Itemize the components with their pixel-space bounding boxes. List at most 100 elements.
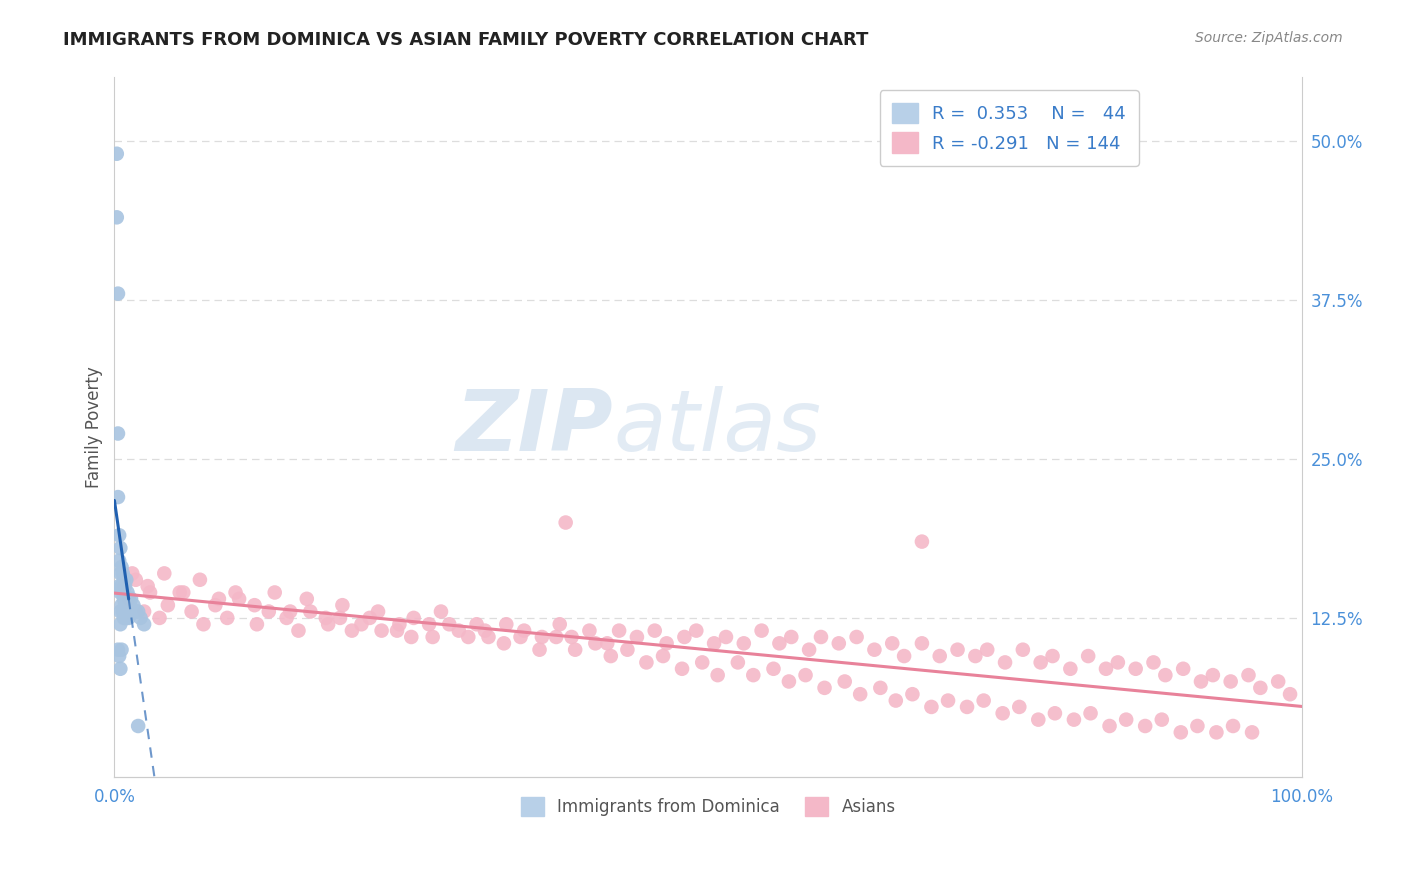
Point <box>673 630 696 644</box>
Point <box>115 591 138 606</box>
Point <box>430 605 453 619</box>
Point <box>863 642 886 657</box>
Point <box>1219 674 1241 689</box>
Point <box>457 630 479 644</box>
Point <box>121 605 143 619</box>
Point <box>607 624 630 638</box>
Point <box>703 636 725 650</box>
Point <box>111 566 134 581</box>
Point <box>278 605 301 619</box>
Point <box>1267 674 1289 689</box>
Point <box>257 605 280 619</box>
Point <box>388 617 411 632</box>
Point <box>204 598 226 612</box>
Point <box>153 566 176 581</box>
Point <box>1173 662 1195 676</box>
Point <box>295 591 318 606</box>
Point <box>127 719 149 733</box>
Point <box>110 642 132 657</box>
Point <box>1008 700 1031 714</box>
Point <box>156 598 179 612</box>
Point <box>105 146 128 161</box>
Point <box>671 662 693 676</box>
Point <box>418 617 440 632</box>
Point <box>107 426 129 441</box>
Point <box>994 656 1017 670</box>
Point <box>810 630 832 644</box>
Point <box>132 617 155 632</box>
Point <box>762 662 785 676</box>
Point <box>340 624 363 638</box>
Point <box>965 648 987 663</box>
Point <box>385 624 408 638</box>
Point <box>188 573 211 587</box>
Point <box>316 617 339 632</box>
Point <box>112 579 135 593</box>
Point <box>370 624 392 638</box>
Point <box>529 642 551 657</box>
Point <box>439 617 461 632</box>
Point <box>125 605 148 619</box>
Point <box>1077 648 1099 663</box>
Point <box>108 648 131 663</box>
Point <box>1189 674 1212 689</box>
Point <box>329 611 352 625</box>
Point <box>884 693 907 707</box>
Point <box>287 624 309 638</box>
Point <box>564 642 586 657</box>
Point <box>1249 681 1271 695</box>
Point <box>112 591 135 606</box>
Point <box>1107 656 1129 670</box>
Point <box>105 211 128 225</box>
Point <box>768 636 790 650</box>
Point <box>492 636 515 650</box>
Point <box>115 573 138 587</box>
Point <box>1063 713 1085 727</box>
Point <box>1011 642 1033 657</box>
Point <box>845 630 868 644</box>
Text: ZIP: ZIP <box>456 385 613 468</box>
Point <box>976 642 998 657</box>
Point <box>778 674 800 689</box>
Point <box>554 516 576 530</box>
Point <box>1154 668 1177 682</box>
Point <box>1237 668 1260 682</box>
Point <box>636 656 658 670</box>
Point <box>350 617 373 632</box>
Text: Source: ZipAtlas.com: Source: ZipAtlas.com <box>1195 31 1343 45</box>
Point <box>1133 719 1156 733</box>
Point <box>111 585 134 599</box>
Point <box>928 648 950 663</box>
Point <box>299 605 322 619</box>
Point <box>243 598 266 612</box>
Point <box>118 611 141 625</box>
Point <box>117 585 139 599</box>
Point <box>422 630 444 644</box>
Point <box>742 668 765 682</box>
Point <box>714 630 737 644</box>
Point <box>578 624 600 638</box>
Point <box>1080 706 1102 721</box>
Point <box>828 636 851 650</box>
Point <box>901 687 924 701</box>
Point <box>111 605 134 619</box>
Point <box>110 541 132 555</box>
Point <box>107 286 129 301</box>
Point <box>169 585 191 599</box>
Point <box>1279 687 1302 701</box>
Legend: Immigrants from Dominica, Asians: Immigrants from Dominica, Asians <box>512 789 904 824</box>
Point <box>869 681 891 695</box>
Point <box>114 598 136 612</box>
Point <box>706 668 728 682</box>
Point <box>276 611 298 625</box>
Point <box>1095 662 1118 676</box>
Point <box>118 591 141 606</box>
Point <box>110 579 132 593</box>
Point <box>125 573 148 587</box>
Point <box>110 560 132 574</box>
Point <box>118 591 141 606</box>
Point <box>911 534 934 549</box>
Point <box>122 598 145 612</box>
Point <box>193 617 215 632</box>
Point <box>596 636 619 650</box>
